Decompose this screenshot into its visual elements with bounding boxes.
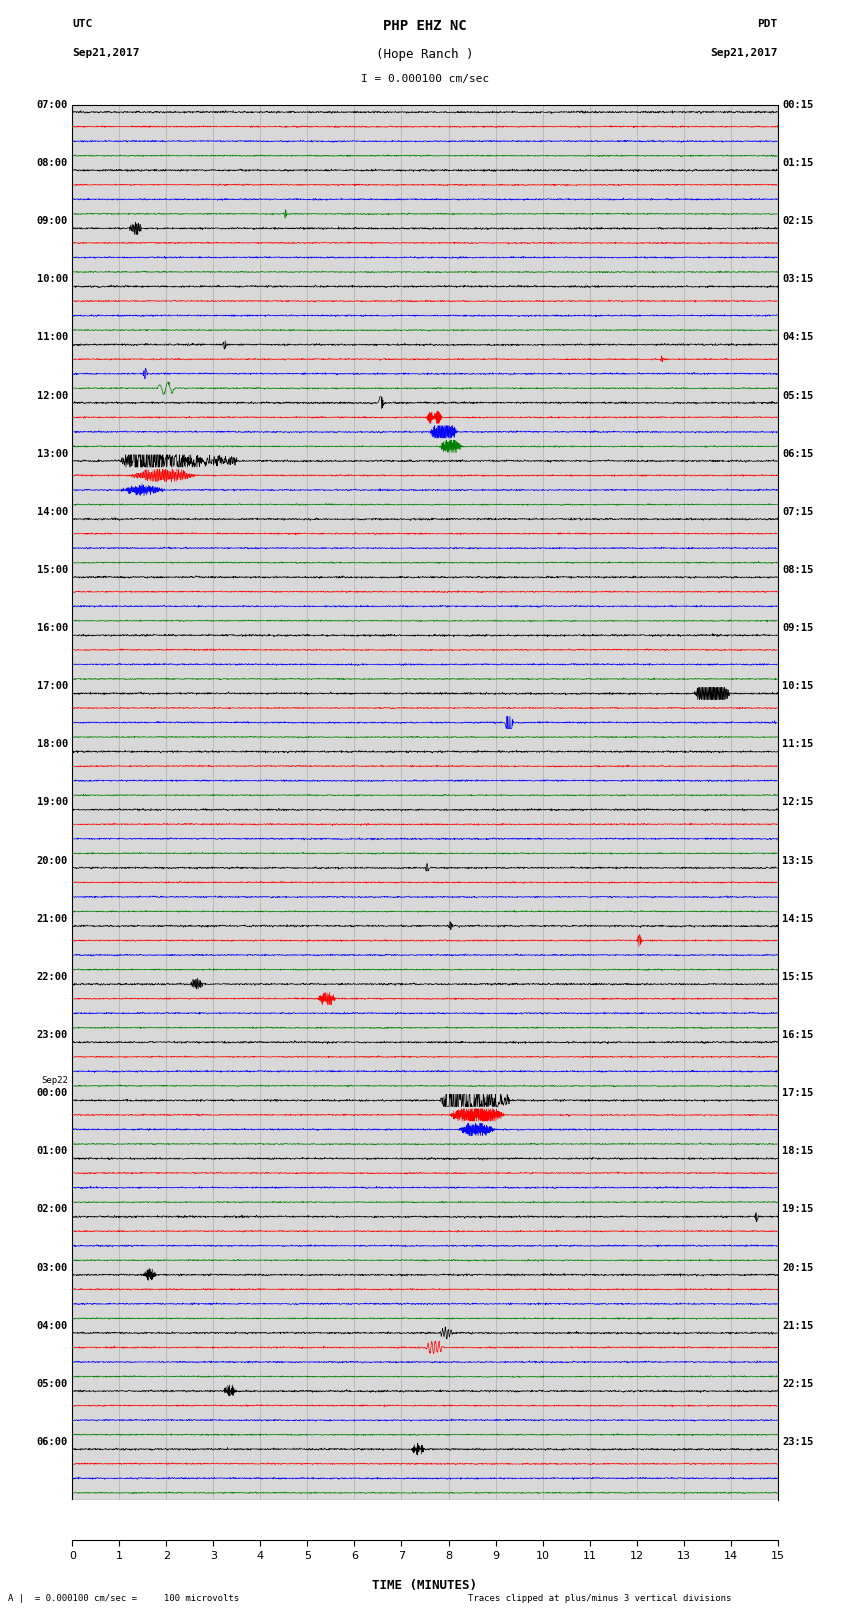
- Text: 00:15: 00:15: [782, 100, 813, 110]
- Text: 17:00: 17:00: [37, 681, 68, 692]
- Text: 19:00: 19:00: [37, 797, 68, 808]
- Text: 03:15: 03:15: [782, 274, 813, 284]
- Text: 20:15: 20:15: [782, 1263, 813, 1273]
- Text: 08:15: 08:15: [782, 565, 813, 574]
- Text: 10:00: 10:00: [37, 274, 68, 284]
- Text: 23:15: 23:15: [782, 1437, 813, 1447]
- Text: 00:00: 00:00: [37, 1089, 68, 1098]
- Text: 04:00: 04:00: [37, 1321, 68, 1331]
- Text: 16:00: 16:00: [37, 623, 68, 632]
- Text: 13:15: 13:15: [782, 855, 813, 866]
- Text: 19:15: 19:15: [782, 1205, 813, 1215]
- Text: 15:00: 15:00: [37, 565, 68, 574]
- Text: 08:00: 08:00: [37, 158, 68, 168]
- Text: 20:00: 20:00: [37, 855, 68, 866]
- Text: 05:15: 05:15: [782, 390, 813, 400]
- Text: 01:15: 01:15: [782, 158, 813, 168]
- Text: 11:00: 11:00: [37, 332, 68, 342]
- Text: 12:00: 12:00: [37, 390, 68, 400]
- Text: 17:15: 17:15: [782, 1089, 813, 1098]
- Text: 14:15: 14:15: [782, 913, 813, 924]
- Text: 21:15: 21:15: [782, 1321, 813, 1331]
- Text: 01:00: 01:00: [37, 1147, 68, 1157]
- Text: 10:15: 10:15: [782, 681, 813, 692]
- Text: 04:15: 04:15: [782, 332, 813, 342]
- Text: 13:00: 13:00: [37, 448, 68, 458]
- Text: Traces clipped at plus/minus 3 vertical divisions: Traces clipped at plus/minus 3 vertical …: [468, 1594, 731, 1603]
- Text: (Hope Ranch ): (Hope Ranch ): [377, 48, 473, 61]
- Text: 18:15: 18:15: [782, 1147, 813, 1157]
- Text: 18:00: 18:00: [37, 739, 68, 750]
- Text: UTC: UTC: [72, 19, 93, 29]
- Text: 14:00: 14:00: [37, 506, 68, 516]
- Text: PHP EHZ NC: PHP EHZ NC: [383, 19, 467, 34]
- Text: PDT: PDT: [757, 19, 778, 29]
- Text: 09:00: 09:00: [37, 216, 68, 226]
- Text: 23:00: 23:00: [37, 1031, 68, 1040]
- Text: Sep22: Sep22: [41, 1076, 68, 1086]
- Text: 06:00: 06:00: [37, 1437, 68, 1447]
- Text: 22:15: 22:15: [782, 1379, 813, 1389]
- Text: 09:15: 09:15: [782, 623, 813, 632]
- Text: TIME (MINUTES): TIME (MINUTES): [372, 1579, 478, 1592]
- Text: I = 0.000100 cm/sec: I = 0.000100 cm/sec: [361, 74, 489, 84]
- Text: 07:00: 07:00: [37, 100, 68, 110]
- Text: 22:00: 22:00: [37, 973, 68, 982]
- Text: 12:15: 12:15: [782, 797, 813, 808]
- Text: 15:15: 15:15: [782, 973, 813, 982]
- Text: Sep21,2017: Sep21,2017: [72, 48, 139, 58]
- Text: 21:00: 21:00: [37, 913, 68, 924]
- Text: A |  = 0.000100 cm/sec =     100 microvolts: A | = 0.000100 cm/sec = 100 microvolts: [8, 1594, 240, 1603]
- Text: 07:15: 07:15: [782, 506, 813, 516]
- Text: 02:00: 02:00: [37, 1205, 68, 1215]
- Text: 11:15: 11:15: [782, 739, 813, 750]
- Text: 03:00: 03:00: [37, 1263, 68, 1273]
- Text: 05:00: 05:00: [37, 1379, 68, 1389]
- Text: 16:15: 16:15: [782, 1031, 813, 1040]
- Text: 06:15: 06:15: [782, 448, 813, 458]
- Text: Sep21,2017: Sep21,2017: [711, 48, 778, 58]
- Text: 02:15: 02:15: [782, 216, 813, 226]
